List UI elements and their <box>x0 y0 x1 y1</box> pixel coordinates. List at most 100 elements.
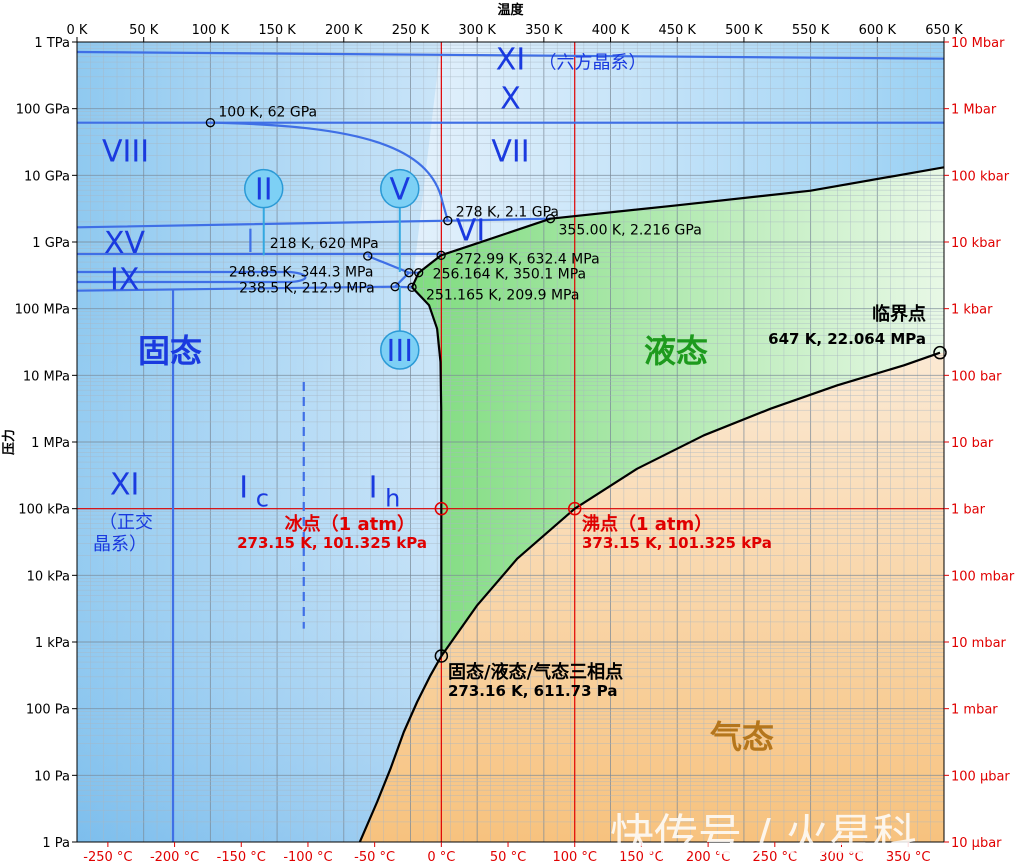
left-tick-label: 1 MPa <box>31 436 70 451</box>
point-256-164k-label: 256.164 K, 350.1 MPa <box>433 267 586 283</box>
ice-ii-iii-boundary <box>394 271 410 288</box>
triple-point-marker <box>434 649 449 663</box>
melting-curve-ice-ih <box>411 286 443 657</box>
point-100k-62gpa <box>205 118 216 128</box>
ice-ih-ii-boundary <box>77 285 413 292</box>
ice-ix-boundary <box>77 270 307 284</box>
top-tick-label: 150 K <box>258 23 296 38</box>
freezing-point-title: 冰点（1 atm） <box>285 513 415 535</box>
right-tick-label: 10 mbar <box>951 636 1007 651</box>
point-248-85k <box>404 268 414 278</box>
top-tick-label: 600 K <box>859 23 897 38</box>
point-278k-2-1gpa-label: 278 K, 2.1 GPa <box>456 205 559 221</box>
left-tick-label: 100 MPa <box>15 303 70 318</box>
point-248-85k-label: 248.85 K, 344.3 MPa <box>229 265 374 281</box>
ice-xi-hexagonal-label: XI <box>496 43 525 78</box>
bottom-tick-label: -150 °C <box>217 850 266 864</box>
bottom-tick-label: 0 °C <box>427 850 455 864</box>
ice-x-label: X <box>500 81 521 116</box>
top-tick-label: 450 K <box>658 23 696 38</box>
ice-xi-hexagonal-note: （六方晶系） <box>539 53 647 74</box>
ice-ix-label: IX <box>110 263 139 298</box>
ice-ih-label: I <box>369 471 378 506</box>
liquid-phase-label: 液态 <box>644 332 708 370</box>
point-355k-2-216gpa-label: 355.00 K, 2.216 GPa <box>559 223 702 239</box>
bottom-tick-label: 50 °C <box>490 850 526 864</box>
ice-vi-upper-boundary <box>77 217 551 229</box>
left-tick-label: 1 kPa <box>35 636 70 651</box>
point-278k-2-1gpa <box>443 216 453 226</box>
ice-iii-badge-label: III <box>387 334 414 369</box>
critical-point-label: 647 K, 22.064 MPa <box>768 330 926 348</box>
left-tick-label: 10 GPa <box>24 169 70 184</box>
ice-xi-orthorhombic-note-line2: 晶系） <box>93 534 147 555</box>
bottom-tick-label: 100 °C <box>552 850 597 864</box>
right-tick-label: 100 kbar <box>951 169 1010 184</box>
ice-viii-vii-boundary <box>210 121 449 221</box>
ice-ii-badge-label: II <box>255 173 273 208</box>
ice-v-badge-label: V <box>390 173 411 208</box>
right-tick-label: 10 kbar <box>951 236 1001 251</box>
ice-iii-badge <box>380 330 420 370</box>
right-tick-label: 1 mbar <box>951 703 998 718</box>
bottom-tick-label: -50 °C <box>354 850 395 864</box>
point-272-99k-label: 272.99 K, 632.4 MPa <box>455 251 600 267</box>
bottom-tick-label: 250 °C <box>753 850 798 864</box>
x-axis-title: 温度 <box>497 2 524 18</box>
top-tick-label: 250 K <box>392 23 430 38</box>
y-axis-title: 压力 <box>1 429 17 455</box>
triple-point-title: 固态/液态/气态三相点 <box>448 661 623 683</box>
top-tick-label: 0 K <box>67 23 88 38</box>
left-tick-label: 1 TPa <box>34 36 70 51</box>
bottom-tick-label: 200 °C <box>686 850 731 864</box>
ice-ic-label-subscript: c <box>256 485 269 513</box>
top-tick-label: 550 K <box>792 23 830 38</box>
top-tick-label: 100 K <box>192 23 230 38</box>
critical-point-title: 临界点 <box>872 303 926 325</box>
top-tick-label: 350 K <box>525 23 563 38</box>
melting-curve-high-pressure <box>411 166 944 288</box>
left-tick-label: 10 MPa <box>23 369 70 384</box>
point-272-99k <box>436 250 446 260</box>
point-218k-620mpa-label: 218 K, 620 MPa <box>270 236 379 252</box>
right-tick-label: 100 mbar <box>951 569 1015 584</box>
solid-phase-label: 固态 <box>138 332 202 370</box>
gas-phase-label: 气态 <box>710 718 774 756</box>
left-tick-label: 100 GPa <box>16 103 70 118</box>
gas-region-fill <box>359 352 944 842</box>
ice-xi-x-boundary <box>77 50 944 60</box>
triple-point-label: 273.16 K, 611.73 Pa <box>448 682 617 700</box>
point-100k-62gpa-label: 100 K, 62 GPa <box>218 105 317 121</box>
point-355k-2-216gpa <box>545 214 556 224</box>
freezing-point-label: 273.15 K, 101.325 kPa <box>237 534 427 552</box>
right-tick-label: 10 bar <box>951 436 994 451</box>
boiling-point-label: 373.15 K, 101.325 kPa <box>582 534 772 552</box>
top-tick-label: 200 K <box>325 23 363 38</box>
right-tick-label: 1 bar <box>951 503 986 518</box>
ice-ic-label: I <box>239 471 248 506</box>
right-tick-label: 1 kbar <box>951 303 993 318</box>
boiling-point-title: 沸点（1 atm） <box>582 513 712 535</box>
sublimation-curve <box>358 655 443 842</box>
bottom-tick-label: 300 °C <box>819 850 864 864</box>
left-tick-label: 100 kPa <box>18 503 70 518</box>
left-tick-label: 10 Pa <box>34 769 70 784</box>
point-251-165k-label: 251.165 K, 209.9 MPa <box>426 287 579 303</box>
left-tick-label: 10 kPa <box>27 569 70 584</box>
ice-v-badge <box>380 168 420 209</box>
top-tick-label: 300 K <box>458 23 496 38</box>
ice-vi-label: VI <box>456 213 485 248</box>
bottom-tick-label: 350 °C <box>886 850 931 864</box>
ice-viii-label: VIII <box>102 135 149 170</box>
right-tick-label: 1 Mbar <box>951 103 997 118</box>
top-tick-label: 500 K <box>725 23 763 38</box>
ice-ih-label-subscript: h <box>385 485 400 513</box>
right-tick-label: 100 μbar <box>951 769 1010 784</box>
point-238-5k-label: 238.5 K, 212.9 MPa <box>239 281 375 297</box>
freezing-point-marker <box>434 501 449 516</box>
left-tick-label: 1 GPa <box>32 236 70 251</box>
left-tick-label: 1 Pa <box>42 836 70 851</box>
boiling-point-marker <box>567 501 582 516</box>
ice-xi-orthorhombic-note-line1: （正交 <box>99 512 153 533</box>
